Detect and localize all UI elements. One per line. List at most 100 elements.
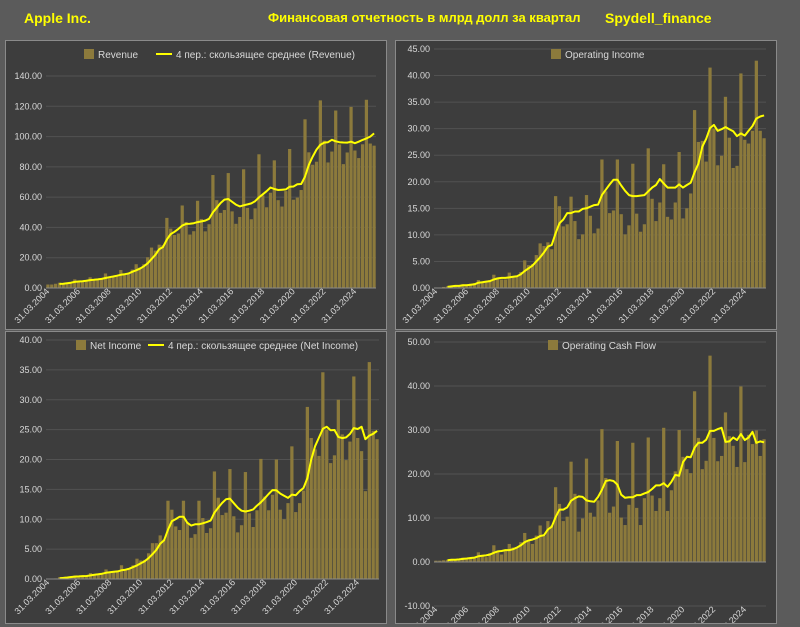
- bar: [100, 573, 104, 579]
- bar: [758, 455, 762, 562]
- bar-series: [46, 99, 376, 289]
- legend-bar-swatch: [551, 49, 561, 59]
- bar: [180, 205, 184, 288]
- bar: [104, 569, 108, 579]
- bar: [747, 143, 751, 288]
- bar: [596, 228, 600, 288]
- x-tick-label: 31.03.2008: [462, 604, 501, 623]
- bar: [673, 471, 677, 562]
- bar: [499, 279, 504, 288]
- bar: [526, 540, 531, 562]
- bar: [65, 282, 69, 288]
- bar: [199, 218, 204, 288]
- x-tick-label: 31.03.2020: [647, 604, 686, 623]
- bar: [503, 279, 508, 288]
- bar: [719, 155, 724, 288]
- bar: [704, 460, 708, 562]
- bar: [600, 159, 604, 288]
- bar: [57, 577, 62, 579]
- bar: [573, 493, 577, 562]
- bar: [584, 195, 589, 288]
- bar: [368, 143, 372, 288]
- bar: [216, 497, 220, 579]
- bar: [608, 213, 612, 288]
- bar: [84, 280, 88, 288]
- bar: [557, 503, 562, 562]
- bar: [627, 225, 631, 288]
- bar: [270, 494, 275, 579]
- bar: [565, 516, 569, 562]
- bar: [623, 525, 627, 562]
- bar: [700, 469, 704, 562]
- y-tick-label: 40.00: [19, 335, 42, 345]
- bar: [261, 195, 265, 288]
- bar: [205, 532, 209, 579]
- bar: [588, 512, 592, 562]
- bar: [646, 437, 650, 562]
- bar: [341, 164, 345, 288]
- bar: [604, 191, 608, 288]
- bar: [174, 526, 178, 579]
- legend-bar-label: Operating Cash Flow: [562, 341, 657, 352]
- bar: [149, 247, 154, 288]
- bar: [484, 281, 488, 288]
- bar: [357, 158, 361, 288]
- bar: [662, 164, 666, 288]
- bar: [611, 210, 616, 288]
- bar: [496, 277, 500, 288]
- bar: [507, 272, 511, 288]
- y-tick-label: 0.00: [24, 574, 42, 584]
- bar: [372, 145, 376, 288]
- y-tick-label: 40.00: [407, 71, 430, 81]
- bar: [731, 445, 735, 562]
- bar: [176, 233, 180, 288]
- report-title: Финансовая отчетность в млрд долл за ква…: [268, 10, 581, 25]
- bar-series: [434, 355, 766, 562]
- bar: [162, 539, 166, 579]
- bar-series: [46, 362, 379, 580]
- bar: [658, 498, 662, 562]
- bar: [689, 473, 693, 562]
- bar: [523, 532, 527, 562]
- bar: [291, 199, 296, 288]
- bar: [165, 217, 169, 288]
- y-tick-label: 50.00: [407, 337, 430, 347]
- bar: [189, 537, 193, 579]
- bar: [581, 234, 585, 288]
- bar: [111, 276, 115, 288]
- bar: [638, 525, 643, 562]
- bar: [662, 427, 666, 562]
- bar: [542, 535, 546, 562]
- bar: [716, 461, 720, 562]
- bar: [669, 490, 674, 562]
- bar: [731, 167, 735, 288]
- bar: [739, 73, 743, 288]
- bar: [290, 446, 294, 579]
- bar: [700, 140, 704, 288]
- chart-panel-net-income: 0.00 5.00 10.00 15.00 20.00 25.00 30.00 35.00 40…: [5, 331, 387, 624]
- bar: [465, 558, 469, 562]
- bar: [747, 434, 751, 562]
- bar: [631, 163, 635, 288]
- bar: [631, 442, 635, 562]
- bar: [348, 441, 352, 579]
- bar: [267, 510, 271, 579]
- bar: [546, 521, 550, 562]
- bar: [445, 559, 450, 562]
- bar: [268, 192, 273, 288]
- bar: [326, 162, 330, 288]
- bar: [123, 274, 127, 288]
- bar: [743, 462, 747, 562]
- bar: [143, 559, 147, 579]
- bar: [192, 231, 196, 288]
- bar: [278, 509, 282, 579]
- bar: [201, 518, 205, 579]
- x-tick-label: 31.03.2014: [555, 604, 594, 623]
- bar: [126, 273, 131, 288]
- bar: [735, 165, 739, 288]
- bar: [519, 542, 523, 562]
- bar: [88, 277, 92, 288]
- bar: [476, 280, 481, 288]
- bar: [723, 96, 728, 288]
- bar: [472, 283, 477, 288]
